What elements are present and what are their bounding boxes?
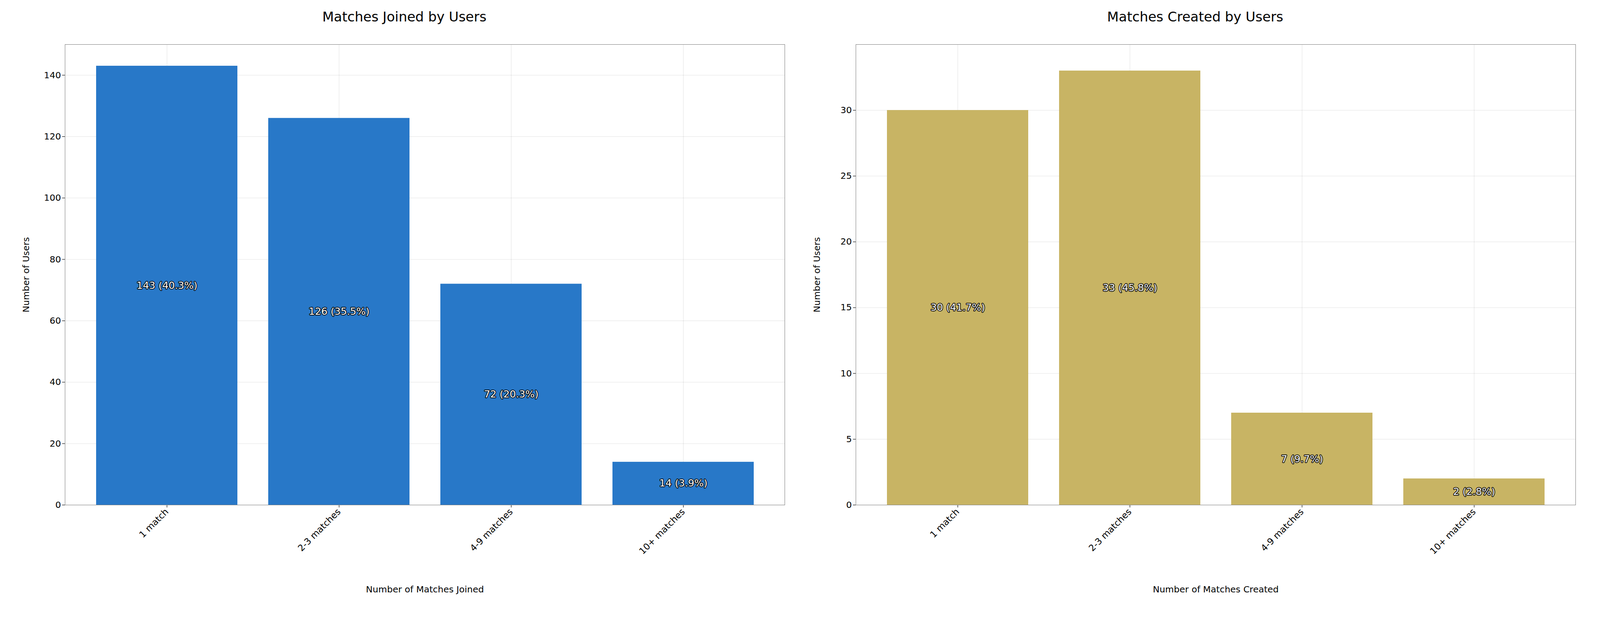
svg-text:10+ matches: 10+ matches: [1427, 506, 1478, 557]
svg-text:140: 140: [43, 69, 61, 81]
svg-text:2-3 matches: 2-3 matches: [1086, 506, 1134, 554]
svg-text:30: 30: [840, 104, 852, 116]
svg-text:Number of Matches Joined: Number of Matches Joined: [365, 583, 484, 595]
svg-text:126 (35.5%): 126 (35.5%): [308, 305, 370, 317]
svg-text:4-9 matches: 4-9 matches: [467, 506, 515, 554]
svg-text:10: 10: [840, 367, 852, 379]
svg-text:Number of Users: Number of Users: [810, 236, 822, 313]
svg-text:30 (41.7%): 30 (41.7%): [930, 301, 985, 313]
svg-text:Number of Users: Number of Users: [20, 236, 31, 313]
svg-text:33 (45.8%): 33 (45.8%): [1102, 282, 1157, 294]
svg-text:40: 40: [49, 376, 61, 388]
svg-text:100: 100: [43, 192, 61, 203]
svg-text:14 (3.9%): 14 (3.9%): [658, 477, 708, 489]
svg-text:0: 0: [845, 499, 852, 511]
svg-text:60: 60: [49, 315, 61, 326]
svg-text:7 (9.7%): 7 (9.7%): [1280, 453, 1323, 465]
svg-text:72 (20.3%): 72 (20.3%): [483, 388, 539, 400]
svg-text:2-3 matches: 2-3 matches: [295, 506, 343, 554]
svg-text:80: 80: [49, 253, 61, 265]
html-text:Matches Joined by Users: Matches Joined by Users: [322, 8, 487, 25]
svg-text:15: 15: [840, 301, 852, 313]
svg-text:20: 20: [49, 438, 61, 449]
svg-text:Number of Matches Created: Number of Matches Created: [1152, 583, 1279, 595]
svg-text:1 match: 1 match: [927, 506, 962, 540]
svg-text:5: 5: [845, 433, 852, 445]
svg-text:20: 20: [840, 236, 852, 247]
svg-text:120: 120: [43, 130, 61, 142]
svg-text:4-9 matches: 4-9 matches: [1258, 506, 1306, 554]
svg-text:10+ matches: 10+ matches: [636, 506, 687, 557]
svg-text:143 (40.3%): 143 (40.3%): [136, 279, 198, 292]
svg-text:0: 0: [54, 499, 61, 511]
svg-text:1 match: 1 match: [136, 506, 171, 540]
svg-text:25: 25: [840, 170, 852, 182]
svg-text:2 (2.8%): 2 (2.8%): [1452, 485, 1495, 498]
html-text:Matches Created by Users: Matches Created by Users: [1107, 8, 1284, 25]
